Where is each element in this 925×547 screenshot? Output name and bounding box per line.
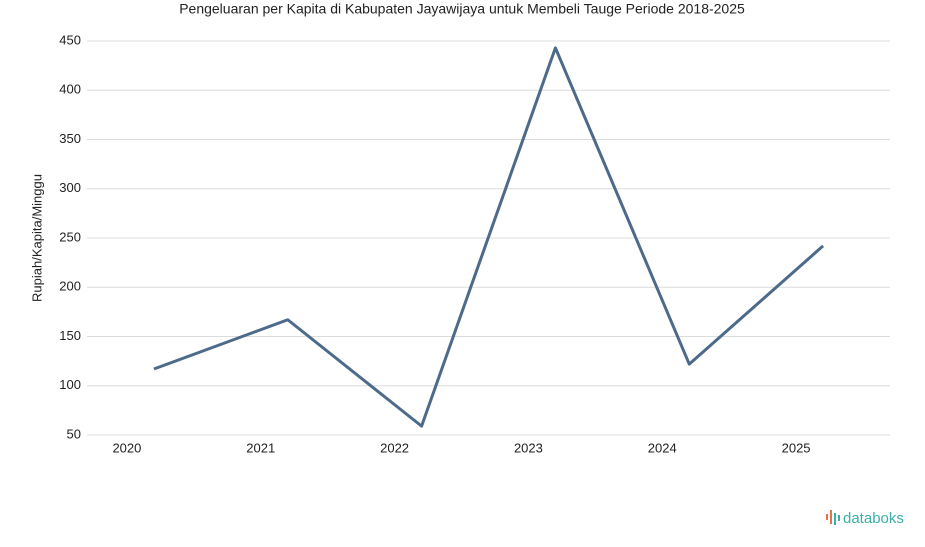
y-tick-label: 100 [59,377,81,392]
x-tick-label: 2020 [112,440,141,455]
x-tick-label: 2023 [514,440,543,455]
y-tick-label: 450 [59,32,81,47]
y-tick-label: 250 [59,229,81,244]
y-axis-label: Rupiah/Kapita/Minggu [29,174,44,302]
watermark: databoks [843,510,904,527]
x-tick-label: 2024 [648,440,677,455]
y-tick-label: 150 [59,328,81,343]
x-tick-label: 2021 [246,440,275,455]
x-tick-label: 2025 [782,440,811,455]
y-tick-label: 50 [67,426,81,441]
data-line [153,46,825,428]
chart-title: Pengeluaran per Kapita di Kabupaten Jaya… [179,1,745,17]
y-tick-label: 200 [59,279,81,294]
y-tick-label: 300 [59,180,81,195]
x-tick-label: 2022 [380,440,409,455]
y-tick-label: 400 [59,82,81,97]
watermark-logo [826,510,840,525]
y-tick-label: 350 [59,131,81,146]
